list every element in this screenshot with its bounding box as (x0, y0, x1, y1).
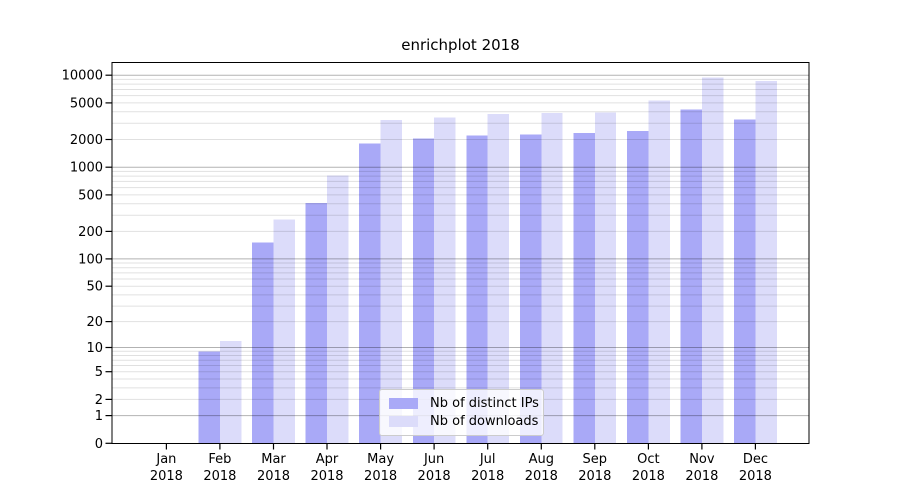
legend-label-distinct-ips: Nb of distinct IPs (430, 396, 539, 412)
x-tick-label-year: 2018 (418, 469, 451, 484)
bar-downloads-aug (541, 113, 563, 444)
x-tick-label-month: Dec (743, 452, 768, 467)
legend-label-downloads: Nb of downloads (430, 413, 539, 429)
legend-item-distinct-ips: Nb of distinct IPs (389, 397, 539, 410)
legend-swatch-downloads (389, 415, 418, 427)
bar-downloads-feb (219, 340, 242, 444)
chart-title: enrichplot 2018 (401, 36, 520, 54)
legend: Nb of distinct IPs Nb of downloads (379, 389, 544, 436)
x-tick-label-year: 2018 (257, 469, 290, 484)
y-tick-label: 20 (86, 315, 103, 330)
y-tick-label: 500 (78, 188, 103, 203)
bar-distinct-ips-may (359, 143, 381, 444)
x-tick-label-month: Jun (423, 452, 444, 467)
x-tick-label-year: 2018 (578, 469, 611, 484)
x-tick-label-month: Feb (208, 452, 231, 467)
y-tick-label: 5 (95, 365, 103, 380)
y-axis: 0 12 5 10 20 50 100 200 500 1000 2000 5000 10000 (62, 69, 112, 452)
bar-distinct-ips-jun (412, 138, 435, 444)
bar-downloads-apr (327, 175, 349, 444)
x-tick-label-year: 2018 (685, 469, 718, 484)
y-tick-label: 10 (86, 341, 103, 356)
legend-item-downloads: Nb of downloads (389, 415, 538, 428)
bar-distinct-ips-jul (466, 135, 488, 444)
bar-downloads-dec (755, 81, 777, 444)
bar-distinct-ips-mar (252, 242, 274, 444)
bar-downloads-jul (487, 113, 510, 444)
x-tick-label-year: 2018 (525, 469, 558, 484)
bar-downloads-nov (701, 77, 724, 444)
bar-downloads-may (380, 120, 402, 444)
bar-distinct-ips-aug (519, 134, 542, 444)
x-tick-label-month: Aug (529, 452, 554, 467)
y-tick-label: 1000 (70, 161, 103, 176)
y-tick-label: 50 (86, 280, 103, 295)
bar-distinct-ips-oct (627, 130, 649, 444)
y-tick-label: 2000 (70, 133, 103, 148)
x-axis: Jan 2018 Feb 2018 Mar 2018 Apr 2018 May 2018 Jun 20… (150, 443, 772, 484)
y-tick-label: 5000 (70, 96, 103, 111)
x-tick-label-month: Nov (689, 452, 715, 467)
bar-downloads-mar (273, 219, 295, 444)
y-tick-label: 200 (78, 225, 103, 240)
x-tick-label-month: Apr (316, 452, 339, 467)
y-tick-label: 100 (78, 252, 103, 267)
bar-distinct-ips-feb (198, 351, 220, 444)
legend-swatch-distinct-ips (389, 398, 418, 410)
x-tick-label-year: 2018 (632, 469, 665, 484)
bar-downloads-oct (648, 100, 670, 444)
bar-distinct-ips-apr (305, 202, 327, 444)
y-tick-label: 2 (95, 393, 103, 408)
x-tick-label-year: 2018 (739, 469, 772, 484)
x-tick-label-month: Jul (479, 452, 496, 467)
x-tick-label-month: Jan (155, 452, 176, 467)
bar-distinct-ips-dec (734, 119, 756, 444)
bars-layer (198, 77, 777, 444)
bar-distinct-ips-sep (573, 133, 595, 444)
axes-frame (111, 62, 810, 444)
y-tick-label: 10000 (62, 69, 103, 84)
x-tick-label-year: 2018 (203, 469, 236, 484)
x-tick-label-year: 2018 (150, 469, 183, 484)
y-tick-label: 1 (95, 409, 103, 424)
x-tick-label-month: May (367, 452, 394, 467)
x-tick-label-month: Oct (637, 452, 659, 467)
y-tick-label: 0 (95, 437, 103, 452)
x-tick-label-year: 2018 (471, 469, 504, 484)
bar-downloads-jun (434, 117, 456, 444)
x-tick-label-month: Sep (583, 452, 608, 467)
x-tick-label-year: 2018 (364, 469, 397, 484)
x-tick-label-month: Mar (261, 452, 286, 467)
x-tick-label-year: 2018 (310, 469, 343, 484)
bar-downloads-sep (594, 112, 617, 444)
bar-distinct-ips-nov (680, 109, 702, 444)
